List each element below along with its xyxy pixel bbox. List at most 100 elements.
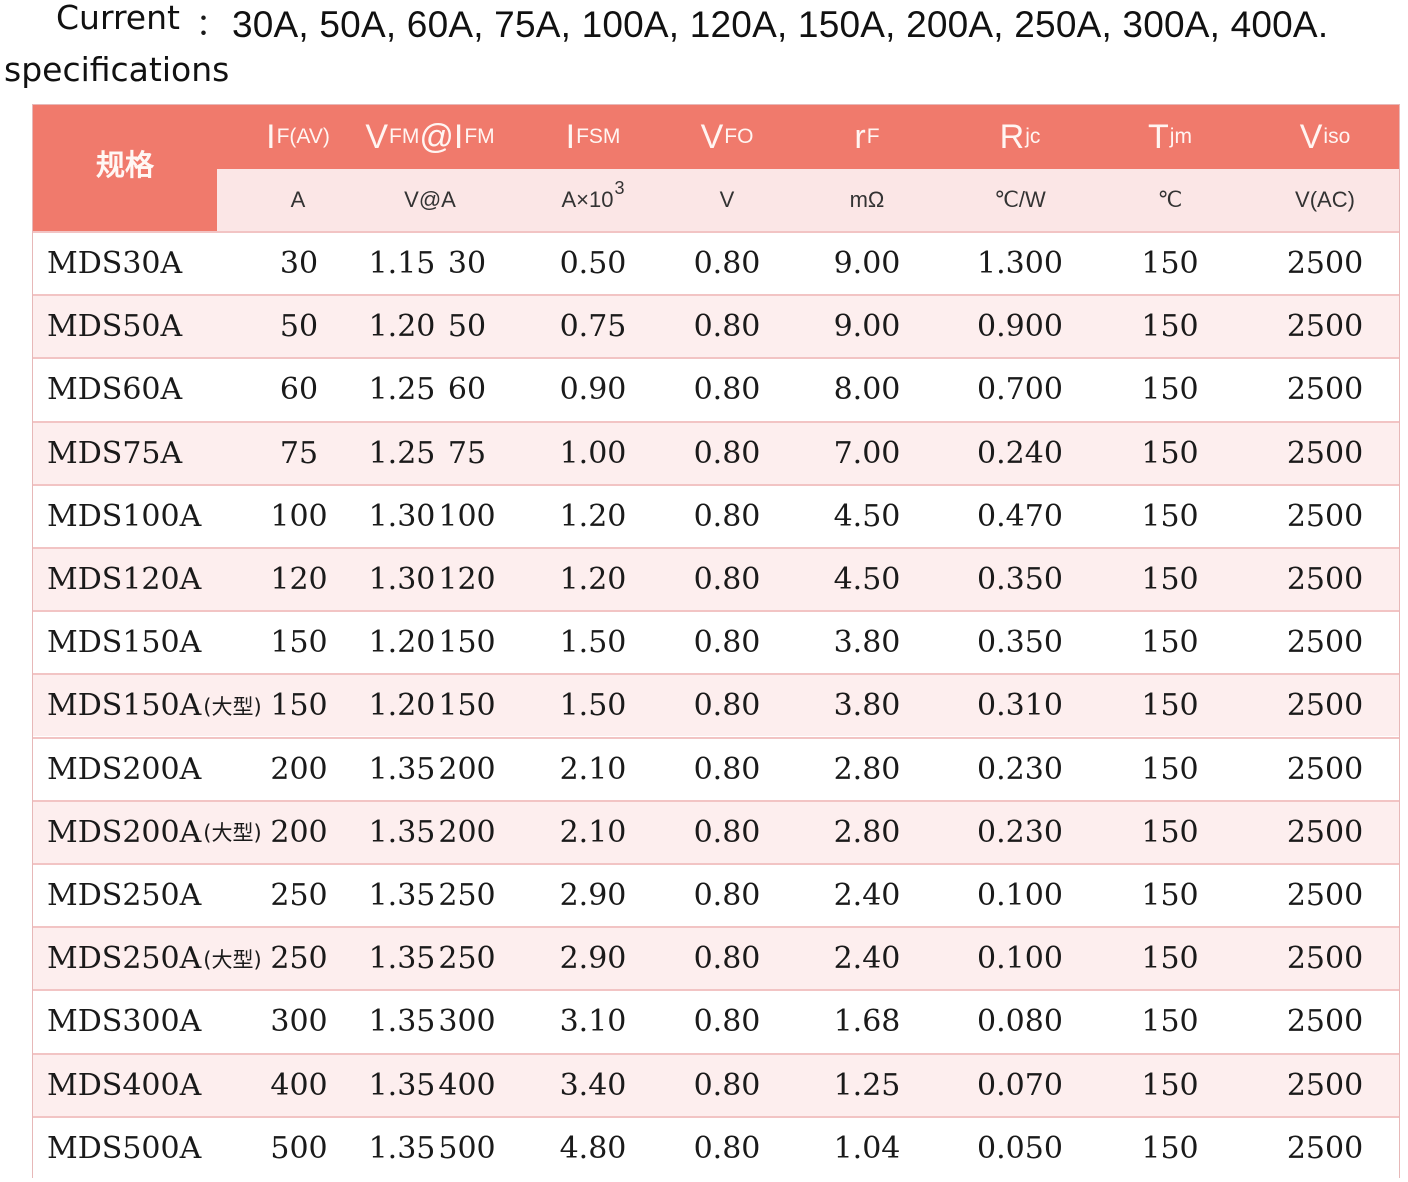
value-cell-tjm: 150: [1141, 498, 1199, 534]
value-cell-ifm: 120: [438, 562, 496, 597]
column-symbol-header: V FO: [667, 105, 787, 169]
value-cell-vfm: 1.35: [368, 878, 436, 913]
column-symbol-subscript: FSM: [576, 125, 621, 148]
value-cell-tjm: 150: [1141, 625, 1199, 661]
value-cell-viso: 2500: [1286, 751, 1364, 787]
model-name: MDS50A: [47, 309, 183, 345]
model-name: MDS150A: [47, 688, 202, 724]
value-cell-viso: 2500: [1286, 562, 1364, 597]
value-cell-vfo: 0.80: [693, 625, 761, 661]
value-cell-ifsm: 0.50: [559, 246, 627, 281]
column-symbol-header: I F(AV): [238, 105, 358, 169]
table-row: MDS75A 75 1.25 75 1.00 0.80 7.00 0.240 150 2500: [33, 420, 1399, 484]
column-symbol-subscript: iso: [1323, 125, 1351, 148]
value-cell-rf: 2.80: [833, 751, 901, 787]
column-unit: V@A: [404, 187, 456, 212]
value-cell-tjm: 150: [1141, 1130, 1199, 1166]
value-cell-ifm: 100: [438, 498, 496, 534]
model-cell: MDS300A: [47, 991, 201, 1052]
model-name: MDS250A: [47, 878, 202, 913]
value-cell-vfm: 1.30: [368, 562, 436, 597]
model-cell: MDS250A: [47, 865, 201, 926]
value-cell-tjm: 150: [1141, 1067, 1199, 1103]
value-cell-if: 300: [270, 1004, 328, 1040]
column-symbol: R: [999, 117, 1025, 156]
value-cell-viso: 2500: [1286, 309, 1364, 345]
value-cell-rf: 2.40: [833, 941, 901, 977]
value-cell-vfm: 1.35: [368, 751, 436, 787]
value-cell-viso: 2500: [1286, 435, 1364, 471]
value-cell-rf: 2.80: [833, 814, 901, 850]
value-cell-ifm: 150: [438, 688, 496, 724]
table-row: MDS200A 200 1.35 200 2.10 0.80 2.80 0.230 150 250…: [33, 736, 1399, 800]
value-cell-ifsm: 1.20: [559, 562, 627, 597]
value-cell-tjm: 150: [1141, 562, 1199, 597]
value-cell-rjc: 0.900: [977, 309, 1063, 345]
column-unit: V: [719, 187, 735, 212]
value-cell-ifm: 150: [438, 625, 496, 661]
value-cell-vfo: 0.80: [693, 498, 761, 534]
model-cell: MDS200A (大型): [47, 802, 262, 863]
column-symbol: V: [1299, 117, 1323, 156]
value-cell-rjc: 0.070: [977, 1067, 1063, 1103]
value-cell-ifsm: 0.75: [559, 309, 627, 345]
value-cell-if: 60: [279, 372, 319, 408]
model-name: MDS400A: [47, 1067, 202, 1103]
value-cell-vfm: 1.20: [368, 688, 436, 724]
value-cell-vfm: 1.15: [368, 246, 436, 281]
value-cell-rf: 3.80: [833, 688, 901, 724]
model-name: MDS75A: [47, 435, 183, 471]
column-symbol: r: [854, 117, 866, 156]
model-name: MDS30A: [47, 246, 183, 281]
table-row: MDS200A (大型) 200 1.35 200 2.10 0.80 2.80 0.230 15…: [33, 799, 1399, 863]
value-cell-ifsm: 0.90: [559, 372, 627, 408]
column-unit-header: V@A: [330, 169, 530, 231]
column-unit: ℃: [1157, 187, 1183, 212]
model-suffix: (大型): [203, 821, 262, 846]
value-cell-viso: 2500: [1286, 246, 1364, 281]
model-name: MDS250A: [47, 941, 202, 977]
value-cell-ifm: 200: [438, 814, 496, 850]
column-symbol: I: [565, 117, 576, 156]
value-cell-viso: 2500: [1286, 625, 1364, 661]
column-unit-header: V(AC): [1250, 169, 1400, 231]
model-cell: MDS200A: [47, 739, 201, 800]
value-cell-ifsm: 3.10: [559, 1004, 627, 1040]
value-cell-ifm: 500: [438, 1130, 496, 1166]
value-cell-rjc: 0.230: [977, 751, 1063, 787]
value-cell-vfo: 0.80: [693, 941, 761, 977]
current-specifications-label: Current specifications: [4, 0, 234, 96]
value-cell-rf: 4.50: [833, 562, 901, 597]
column-unit: V(AC): [1295, 187, 1355, 212]
spec-label-line1: Current: [56, 0, 180, 37]
value-cell-tjm: 150: [1141, 435, 1199, 471]
value-cell-if: 100: [270, 498, 328, 534]
table-row: MDS60A 60 1.25 60 0.90 0.80 8.00 0.700 150 2500: [33, 357, 1399, 421]
value-cell-rjc: 0.100: [977, 941, 1063, 977]
value-cell-ifsm: 1.50: [559, 688, 627, 724]
value-cell-ifsm: 1.50: [559, 625, 627, 661]
value-cell-ifsm: 2.90: [559, 878, 627, 913]
column-unit: A: [290, 187, 306, 212]
value-cell-vfo: 0.80: [693, 1004, 761, 1040]
column-symbol: I: [266, 117, 276, 156]
value-cell-ifsm: 3.40: [559, 1067, 627, 1103]
value-cell-rjc: 0.350: [977, 625, 1063, 661]
model-cell: MDS100A: [47, 486, 201, 547]
value-cell-ifsm: 2.90: [559, 941, 627, 977]
value-cell-rf: 3.80: [833, 625, 901, 661]
model-cell: MDS150A: [47, 612, 201, 673]
value-cell-rjc: 0.100: [977, 878, 1063, 913]
value-cell-rjc: 0.080: [977, 1004, 1063, 1040]
value-cell-if: 200: [270, 814, 328, 850]
column-symbol: V: [365, 117, 389, 156]
value-cell-vfo: 0.80: [693, 814, 761, 850]
value-cell-vfo: 0.80: [693, 878, 761, 913]
spec-colon: ：: [196, 8, 226, 43]
column-symbol-subscript: FM: [389, 125, 420, 148]
value-cell-tjm: 150: [1141, 941, 1199, 977]
value-cell-ifsm: 2.10: [559, 751, 627, 787]
model-cell: MDS120A: [47, 549, 201, 610]
value-cell-rf: 2.40: [833, 878, 901, 913]
